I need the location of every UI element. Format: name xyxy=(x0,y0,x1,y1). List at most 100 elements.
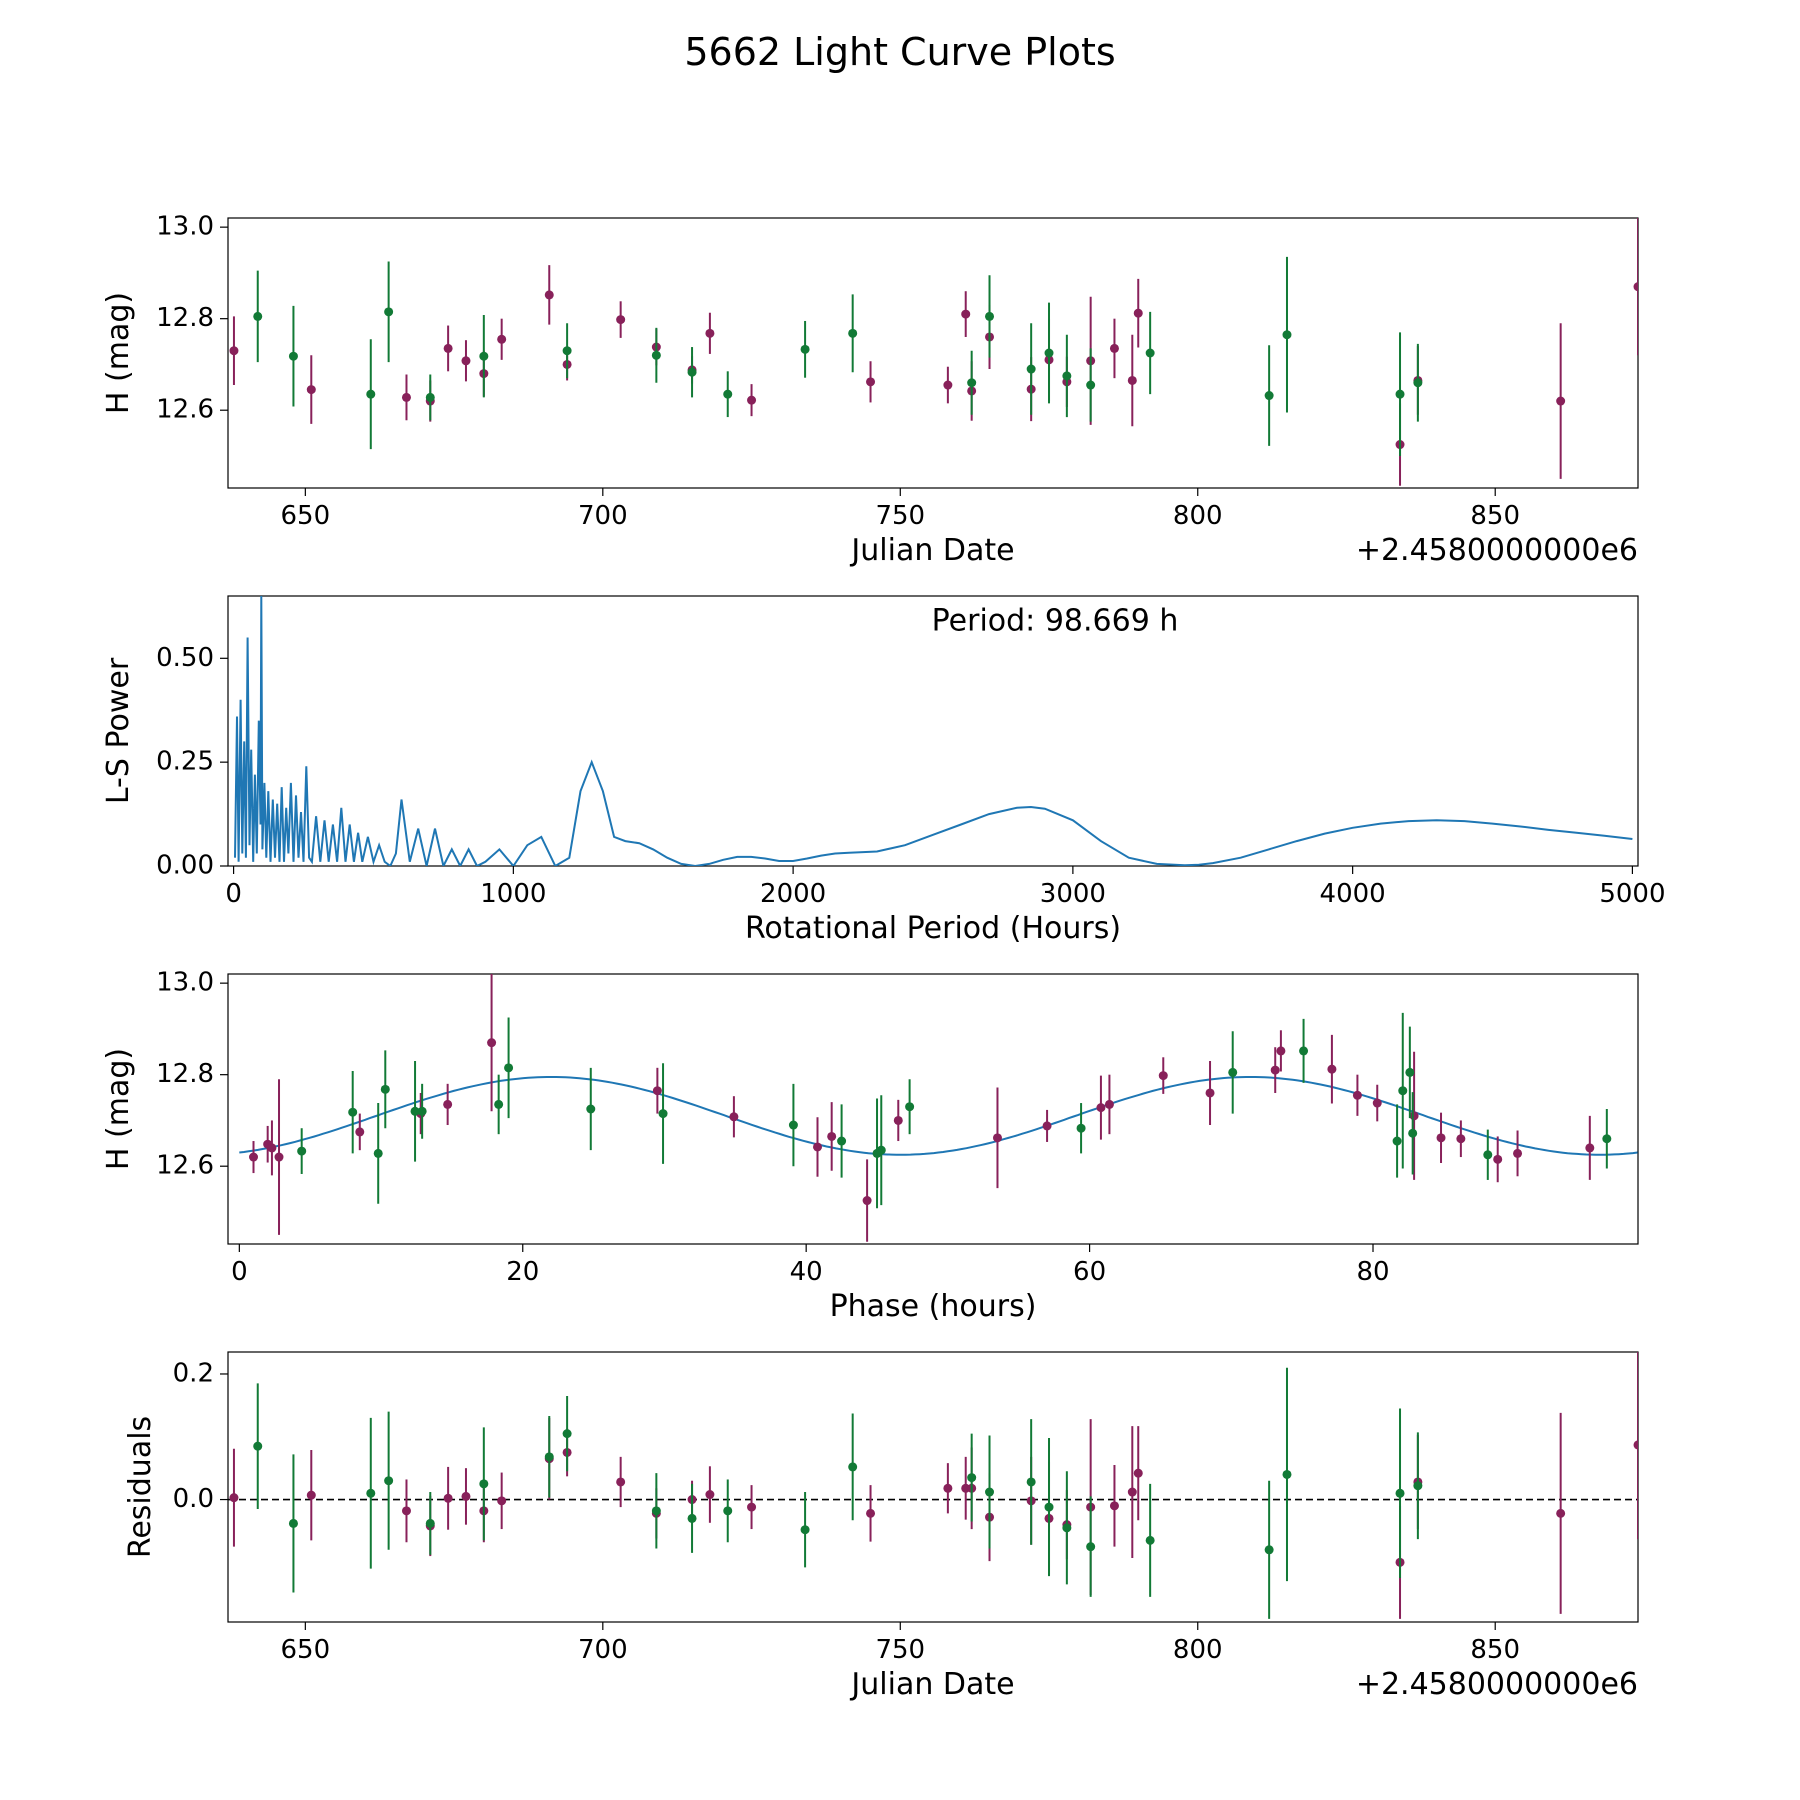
phased-xtick-label: 80 xyxy=(1356,1257,1389,1287)
phased-data-point xyxy=(652,1086,662,1096)
phased-data-point xyxy=(348,1107,358,1117)
periodogram-xlabel: Rotational Period (Hours) xyxy=(745,911,1121,946)
lightcurve-data-point xyxy=(961,309,971,319)
phased-data-point xyxy=(274,1152,284,1162)
periodogram-plot-area xyxy=(234,596,1633,866)
lightcurve-data-point xyxy=(616,315,626,325)
lightcurve-data-point xyxy=(306,385,316,395)
lightcurve-data-point xyxy=(1633,282,1638,292)
panel-lightcurve: Julian Date H (mag) +2.4580000000e6 650 7… xyxy=(101,212,1639,568)
lightcurve-data-point xyxy=(288,351,298,361)
lightcurve-data-point xyxy=(651,350,661,360)
phased-xtick-label: 0 xyxy=(231,1257,248,1287)
residuals-data-point xyxy=(461,1491,471,1501)
residuals-data-point xyxy=(544,1452,554,1462)
lightcurve-data-point xyxy=(425,392,435,402)
phased-frame xyxy=(227,973,1639,1245)
periodogram-ylabel: L-S Power xyxy=(101,657,136,804)
phased-ytick-label: 12.6 xyxy=(156,1151,214,1181)
residuals-ytick-label: 0.2 xyxy=(173,1358,214,1388)
residuals-data-point xyxy=(848,1462,858,1472)
phased-xtick-label: 60 xyxy=(1073,1257,1106,1287)
residuals-data-point xyxy=(306,1490,316,1500)
residuals-data-point xyxy=(866,1508,876,1518)
phased-data-point xyxy=(1456,1134,1466,1144)
lightcurve-offset-label: +2.4580000000e6 xyxy=(1356,533,1638,568)
residuals-ylabel: Residuals xyxy=(123,1416,158,1558)
phased-data-point xyxy=(992,1133,1002,1143)
residuals-data-point xyxy=(1062,1523,1072,1533)
phased-data-point xyxy=(1405,1067,1415,1077)
panel-periodogram: Rotational Period (Hours) L-S Power Peri… xyxy=(101,595,1665,946)
lightcurve-data-point xyxy=(985,311,995,321)
lightcurve-data-point xyxy=(1413,378,1423,388)
residuals-data-point xyxy=(1133,1468,1143,1478)
panel-phased: Phase (hours) H (mag) 0 20 40 60 80 12.6 12.8 1… xyxy=(101,968,1639,1324)
lightcurve-data-point xyxy=(747,395,757,405)
lightcurve-data-point xyxy=(401,392,411,402)
residuals-xlabel: Julian Date xyxy=(849,1667,1014,1702)
phased-plot-area xyxy=(239,974,1638,1242)
residuals-data-point xyxy=(253,1441,263,1451)
phased-data-point xyxy=(1483,1150,1493,1160)
residuals-data-point xyxy=(985,1487,995,1497)
phased-data-point xyxy=(1372,1098,1382,1108)
residuals-data-point xyxy=(1633,1440,1638,1450)
residuals-data-point xyxy=(229,1493,239,1503)
lightcurve-data-point xyxy=(848,328,858,338)
residuals-data-point xyxy=(443,1493,453,1503)
residuals-xtick-label: 700 xyxy=(578,1635,628,1665)
phased-ytick-label: 13.0 xyxy=(156,968,214,998)
periodogram-xtick-label: 3000 xyxy=(1040,879,1106,909)
residuals-data-point xyxy=(401,1506,411,1516)
lightcurve-data-point xyxy=(723,389,733,399)
phased-data-point xyxy=(380,1084,390,1094)
residuals-ytick-label: 0.0 xyxy=(173,1484,214,1514)
lightcurve-data-point xyxy=(1145,348,1155,358)
phased-data-point xyxy=(1205,1088,1215,1098)
phased-data-point xyxy=(827,1131,837,1141)
phased-data-point xyxy=(1299,1046,1309,1056)
phased-data-point xyxy=(788,1120,798,1130)
lightcurve-data-point xyxy=(1109,343,1119,353)
phased-data-point xyxy=(297,1146,307,1156)
residuals-offset-label: +2.4580000000e6 xyxy=(1356,1667,1638,1702)
phased-data-point xyxy=(1352,1090,1362,1100)
residuals-data-point xyxy=(651,1506,661,1516)
lightcurve-data-point xyxy=(800,344,810,354)
phased-data-point xyxy=(1585,1143,1595,1153)
phased-data-point xyxy=(1398,1086,1408,1096)
lightcurve-data-point xyxy=(479,351,489,361)
phased-data-point xyxy=(837,1136,847,1146)
phased-data-point xyxy=(658,1109,668,1119)
residuals-data-point xyxy=(1145,1535,1155,1545)
residuals-data-point xyxy=(562,1429,572,1439)
lightcurve-data-point xyxy=(1086,380,1096,390)
phased-data-point xyxy=(1042,1121,1052,1131)
period-annotation: Period: 98.669 h xyxy=(932,604,1179,639)
lightcurve-data-point xyxy=(1133,308,1143,318)
lightcurve-ytick-label: 12.6 xyxy=(156,395,214,425)
residuals-data-point xyxy=(1264,1545,1274,1555)
phased-data-point xyxy=(249,1152,259,1162)
residuals-data-point xyxy=(616,1477,626,1487)
lightcurve-data-point xyxy=(461,356,471,366)
lightcurve-data-point xyxy=(1127,375,1137,385)
residuals-frame xyxy=(227,1351,1639,1623)
phased-xtick-label: 40 xyxy=(790,1257,823,1287)
phased-data-point xyxy=(1228,1067,1238,1077)
phased-data-point xyxy=(1408,1128,1418,1138)
phased-data-point xyxy=(1076,1123,1086,1133)
lightcurve-xtick-label: 750 xyxy=(875,501,925,531)
phased-data-point xyxy=(1096,1103,1106,1113)
phased-data-point xyxy=(1513,1148,1523,1158)
lightcurve-xtick-label: 850 xyxy=(1470,501,1520,531)
panel-residuals: Julian Date Residuals +2.4580000000e6 65… xyxy=(123,1351,1639,1702)
lightcurve-data-point xyxy=(943,380,953,390)
periodogram-xtick-label: 0 xyxy=(225,879,242,909)
phased-data-point xyxy=(1436,1133,1446,1143)
residuals-data-point xyxy=(1413,1481,1423,1491)
phased-data-point xyxy=(373,1148,383,1158)
phased-data-point xyxy=(504,1063,514,1073)
